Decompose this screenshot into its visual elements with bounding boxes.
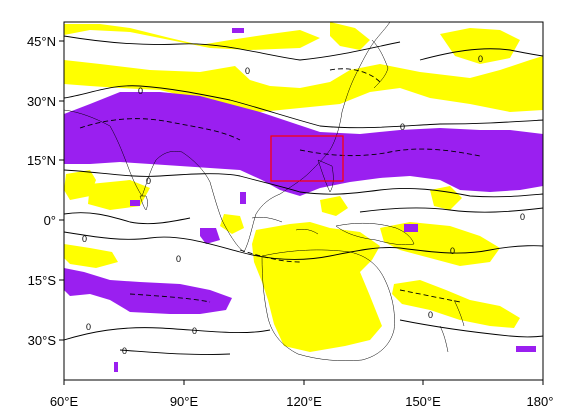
contour-lines [64, 35, 543, 355]
contour-labels: 0 0 0 0 0 0 0 0 0 0 0 0 0 [82, 54, 525, 356]
lat-tick-label: 30°S [28, 333, 57, 348]
contour-label: 0 [122, 346, 127, 356]
lon-tick-label: 180° [527, 394, 554, 409]
contour-label: 0 [176, 254, 181, 264]
lon-tick-label: 150°E [405, 394, 441, 409]
contour-label: 0 [82, 234, 87, 244]
contour-label: 0 [400, 122, 405, 132]
lat-tick-label: 15°S [28, 273, 57, 288]
lon-axis: 60°E 90°E 120°E 150°E 180° [50, 380, 554, 409]
lat-tick-label: 0° [44, 213, 56, 228]
contour-label: 0 [86, 322, 91, 332]
lon-tick-label: 90°E [170, 394, 199, 409]
contour-label: 0 [146, 176, 151, 186]
contour-label: 0 [520, 212, 525, 222]
highlight-region-box [270, 135, 344, 182]
contour-label: 0 [428, 310, 433, 320]
contour-label: 0 [245, 66, 250, 76]
negative-shading [64, 28, 543, 372]
contour-label: 0 [138, 86, 143, 96]
contour-label: 0 [478, 54, 483, 64]
lon-tick-label: 120°E [286, 394, 322, 409]
contour-label: 0 [192, 326, 197, 336]
contour-label: 0 [450, 246, 455, 256]
lat-tick-label: 45°N [27, 34, 56, 49]
lat-tick-label: 30°N [27, 94, 56, 109]
lat-axis: 45°N 30°N 15°N 0° 15°S 30°S [27, 34, 64, 348]
lon-tick-label: 60°E [50, 394, 79, 409]
lat-tick-label: 15°N [27, 153, 56, 168]
